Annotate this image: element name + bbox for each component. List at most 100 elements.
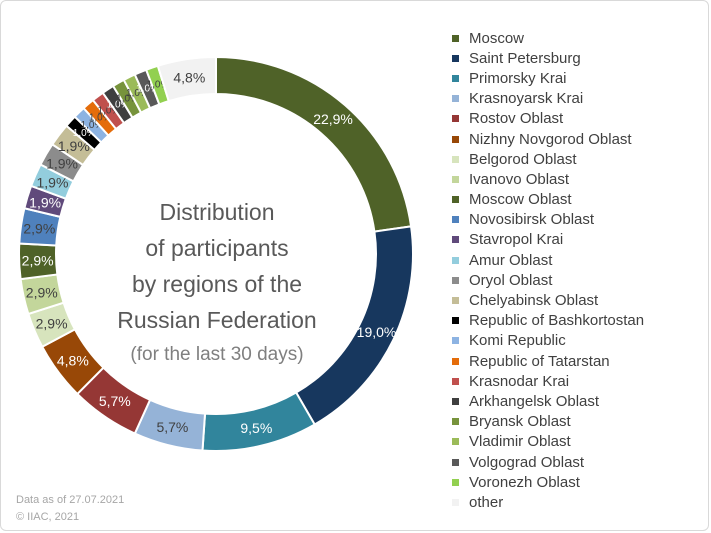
legend-label: Rostov Oblast	[469, 110, 564, 128]
donut-slice-label-8: 2,9%	[26, 285, 58, 301]
donut-slice-label-6: 4,8%	[57, 353, 89, 369]
legend-label: Voronezh Oblast	[469, 473, 580, 491]
donut-slice-label-20: 1,0%	[116, 93, 139, 104]
legend-item-10: Novosibirsk Oblast	[452, 210, 644, 230]
donut-slice-24	[156, 55, 217, 103]
legend-label: Republic of Tatarstan	[469, 352, 610, 370]
legend-label: Belgorod Oblast	[469, 150, 577, 168]
donut-slice-label-11: 1,9%	[29, 194, 61, 210]
legend-label: Moscow	[469, 29, 525, 47]
chart-subtitle: (for the last 30 days)	[130, 344, 304, 365]
chart-title-line-4: Russian Federation	[117, 307, 317, 333]
donut-slice-label-13: 1,9%	[46, 156, 78, 172]
legend-item-8: Ivanovo Oblast	[452, 169, 644, 189]
legend-label: Nizhny Novgorod Oblast	[469, 130, 632, 148]
legend-swatch	[452, 377, 459, 385]
donut-slice-label-1: 22,9%	[313, 111, 353, 127]
donut-slice-label-5: 5,7%	[99, 393, 131, 409]
donut-slice-label-16: 1,0%	[81, 120, 104, 131]
legend-swatch	[452, 256, 459, 264]
legend-item-16: Komi Republic	[452, 331, 644, 351]
legend-swatch	[452, 317, 459, 325]
donut-slice-label-4: 5,7%	[156, 419, 188, 435]
legend-swatch	[452, 216, 459, 224]
chart-legend: Moscow Saint Petersburg Primorsky Krai Kras…	[452, 28, 644, 513]
data-date-note: Data as of 27.07.2021	[16, 494, 125, 506]
donut-slice-label-12: 1,9%	[36, 174, 68, 190]
legend-swatch	[452, 418, 459, 426]
legend-item-21: Vladimir Oblast	[452, 432, 644, 452]
chart-title-line-1: Distribution	[159, 199, 275, 225]
legend-swatch	[452, 458, 459, 466]
donut-slice-label-15: 1,0%	[73, 128, 96, 139]
legend-swatch	[452, 236, 459, 244]
legend-swatch	[452, 337, 459, 345]
legend-label: Republic of Bashkortostan	[469, 312, 645, 330]
legend-label: Novosibirsk Oblast	[469, 211, 595, 229]
donut-slice-label-21: 1,0%	[126, 88, 149, 99]
legend-swatch	[452, 175, 459, 183]
legend-item-11: Stavropol Krai	[452, 230, 644, 250]
legend-label: Bryansk Oblast	[469, 413, 571, 431]
legend-item-12: Amur Oblast	[452, 250, 644, 270]
legend-label: Krasnoyarsk Krai	[469, 90, 584, 108]
legend-label: Arkhangelsk Oblast	[469, 392, 600, 410]
legend-swatch	[452, 357, 459, 365]
donut-slice-label-14: 1,9%	[58, 138, 90, 154]
donut-slice-label-24: 4,8%	[173, 70, 205, 86]
legend-swatch	[452, 397, 459, 405]
chart-title-line-2: of participants	[145, 235, 289, 261]
donut-slice-label-18: 1,0%	[98, 106, 121, 117]
donut-slice-label-23: 1,0%	[147, 80, 170, 91]
chart-title-line-3: by regions of the	[131, 271, 303, 297]
legend-swatch	[452, 478, 459, 486]
legend-swatch	[452, 74, 459, 82]
legend-label: Volgograd Oblast	[469, 453, 585, 471]
legend-swatch	[452, 297, 459, 305]
legend-item-17: Republic of Tatarstan	[452, 351, 644, 371]
legend-item-23: Voronezh Oblast	[452, 472, 644, 492]
donut-slice-label-9: 2,9%	[22, 253, 54, 269]
legend-swatch	[452, 95, 459, 103]
legend-item-24: other	[452, 492, 644, 512]
donut-slice-label-22: 1,0%	[136, 84, 159, 95]
copyright-note: © IIAC, 2021	[16, 511, 80, 523]
legend-item-22: Volgograd Oblast	[452, 452, 644, 472]
legend-swatch	[452, 438, 459, 446]
legend-swatch	[452, 54, 459, 62]
legend-label: Moscow Oblast	[469, 191, 572, 209]
legend-item-18: Krasnodar Krai	[452, 371, 644, 391]
legend-item-20: Bryansk Oblast	[452, 412, 644, 432]
legend-item-19: Arkhangelsk Oblast	[452, 391, 644, 411]
legend-item-15: Republic of Bashkortostan	[452, 311, 644, 331]
legend-label: Primorsky Krai	[469, 69, 567, 87]
legend-item-14: Chelyabinsk Oblast	[452, 290, 644, 310]
legend-label: Ivanovo Oblast	[469, 170, 570, 188]
legend-label: Chelyabinsk Oblast	[469, 292, 599, 310]
legend-item-9: Moscow Oblast	[452, 190, 644, 210]
legend-swatch	[452, 34, 459, 42]
legend-swatch	[452, 498, 459, 506]
legend-swatch	[452, 135, 459, 143]
legend-item-2: Saint Petersburg	[452, 48, 644, 68]
legend-label: Krasnodar Krai	[469, 372, 570, 390]
legend-label: Amur Oblast	[469, 251, 553, 269]
legend-item-7: Belgorod Oblast	[452, 149, 644, 169]
legend-label: Komi Republic	[469, 332, 566, 350]
legend-label: Oryol Oblast	[469, 271, 553, 289]
donut-slice-label-10: 2,9%	[23, 220, 55, 236]
legend-label: Vladimir Oblast	[469, 433, 571, 451]
legend-swatch	[452, 115, 459, 123]
legend-label: Stavropol Krai	[469, 231, 564, 249]
legend-item-13: Oryol Oblast	[452, 270, 644, 290]
legend-swatch	[452, 155, 459, 163]
donut-slice-label-19: 1,0%	[107, 99, 130, 110]
legend-item-1: Moscow	[452, 28, 644, 48]
legend-item-4: Krasnoyarsk Krai	[452, 89, 644, 109]
legend-item-3: Primorsky Krai	[452, 68, 644, 88]
donut-slice-label-2: 19,0%	[357, 324, 397, 340]
legend-label: other	[469, 493, 504, 511]
donut-slice-label-17: 1,0%	[89, 113, 112, 124]
